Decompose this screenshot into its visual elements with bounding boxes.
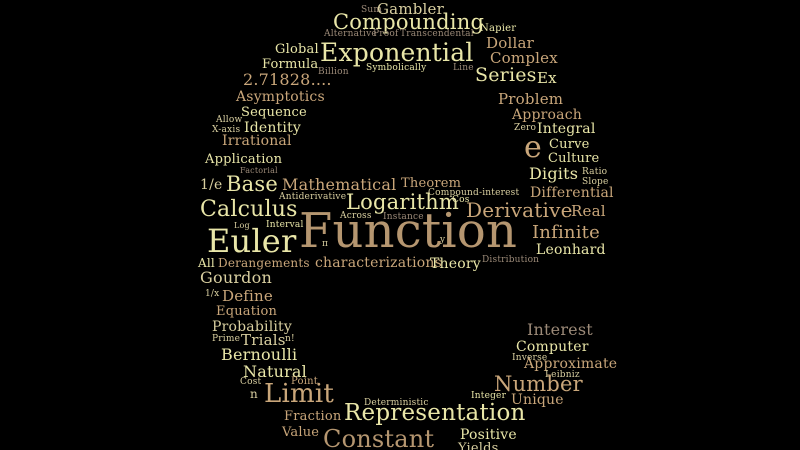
cloud-word: Compound-interest <box>428 188 520 198</box>
cloud-word: Log <box>234 221 250 230</box>
cloud-word: Global <box>275 42 319 57</box>
cloud-word: Unique <box>511 392 564 408</box>
cloud-word: Asymptotics <box>236 89 325 105</box>
cloud-word: Derangements <box>218 256 310 270</box>
cloud-word: Series <box>475 64 537 86</box>
cloud-word: Constant <box>323 425 435 450</box>
cloud-word: Leibniz <box>545 370 580 380</box>
cloud-word: Bernoulli <box>221 345 298 364</box>
cloud-word: Factorial <box>240 166 278 175</box>
cloud-word: Integer <box>471 391 507 401</box>
cloud-word: characterizations <box>315 255 443 271</box>
cloud-word: X-axis <box>212 125 241 135</box>
cloud-word: 2.71828.... <box>243 70 332 89</box>
cloud-word: Probability <box>212 319 292 335</box>
cloud-word: All <box>198 256 215 270</box>
cloud-word: Euler <box>207 222 297 260</box>
cloud-word: Differential <box>530 185 614 201</box>
cloud-word: Sum <box>361 5 383 15</box>
cloud-word: Computer <box>516 339 589 355</box>
cloud-word: Gambler <box>377 0 444 18</box>
cloud-word: Integral <box>537 121 596 137</box>
cloud-word: Problem <box>498 90 564 108</box>
cloud-word: Transcendental <box>400 29 474 39</box>
cloud-word: Deterministic <box>364 398 429 408</box>
cloud-word: Interval <box>266 220 304 230</box>
cloud-word: Allow <box>216 115 243 125</box>
cloud-word: y <box>440 235 446 245</box>
cloud-word: Function <box>299 203 518 259</box>
cloud-word: Ex <box>537 69 557 87</box>
cloud-word: Calculus <box>200 197 298 222</box>
cloud-word: Identity <box>244 120 302 136</box>
cloud-word: Alternative <box>324 29 377 39</box>
cloud-word: Base <box>226 172 278 196</box>
cloud-word: Cos <box>452 195 470 205</box>
cloud-word: Yields <box>458 441 499 450</box>
cloud-word: Value <box>282 425 320 440</box>
cloud-word: Approach <box>512 107 582 123</box>
cloud-word: Culture <box>548 151 600 166</box>
cloud-word: 1/e <box>200 177 223 193</box>
cloud-word: Trials <box>241 331 286 349</box>
cloud-word: Representation <box>344 400 526 426</box>
cloud-word: Napier <box>480 23 517 34</box>
cloud-word: Interest <box>527 320 593 339</box>
cloud-word: Derivative <box>466 198 573 222</box>
cloud-word: Leonhard <box>536 242 606 258</box>
cloud-word: π <box>322 239 329 249</box>
cloud-word: Limit <box>264 379 334 409</box>
cloud-word: Inverse <box>512 353 548 363</box>
cloud-word: Define <box>222 287 273 305</box>
cloud-word: Mathematical <box>282 175 397 194</box>
cloud-word: Cost <box>240 377 262 387</box>
cloud-word: Slope <box>582 177 609 187</box>
cloud-word: Sequence <box>241 105 307 120</box>
cloud-word: Distribution <box>482 255 540 265</box>
cloud-word: Application <box>205 152 283 167</box>
cloud-word: Across <box>340 211 372 221</box>
cloud-word: Line <box>453 63 474 73</box>
cloud-word: Proof <box>373 29 399 39</box>
cloud-word: n! <box>285 334 295 344</box>
cloud-word: Billion <box>318 67 349 77</box>
cloud-word: Symbolically <box>366 63 427 73</box>
cloud-word: Exponential <box>320 38 474 67</box>
cloud-word: Antiderivative <box>279 192 347 202</box>
cloud-word: Fraction <box>284 409 342 424</box>
cloud-word: e <box>524 130 542 165</box>
cloud-word: Complex <box>490 49 558 67</box>
cloud-word: Curve <box>549 137 590 152</box>
cloud-word: Ratio <box>582 167 608 177</box>
cloud-word: Number <box>494 372 583 396</box>
cloud-word: Instance <box>383 212 424 222</box>
cloud-word: Infinite <box>532 222 600 243</box>
cloud-word: Positive <box>460 427 517 443</box>
cloud-word: Zero <box>514 123 537 133</box>
cloud-word: Approximate <box>524 356 618 372</box>
cloud-word: Theorem <box>401 176 462 191</box>
cloud-word: Point <box>291 376 319 387</box>
cloud-word: Equation <box>216 304 278 319</box>
cloud-word: Irrational <box>222 133 292 149</box>
cloud-word: Digits <box>529 164 579 183</box>
cloud-word: Theory <box>430 256 481 272</box>
cloud-word: Formula <box>262 57 319 72</box>
cloud-word: Natural <box>243 362 307 381</box>
cloud-word: Gourdon <box>200 268 272 287</box>
cloud-word: Logarithm <box>346 190 459 214</box>
cloud-word: Dollar <box>486 34 534 52</box>
cloud-word: n <box>250 387 258 401</box>
cloud-word: 1/x <box>205 289 220 299</box>
cloud-word: Prime <box>212 334 241 344</box>
cloud-word: Real <box>571 202 606 220</box>
cloud-word: Compounding <box>333 10 485 34</box>
